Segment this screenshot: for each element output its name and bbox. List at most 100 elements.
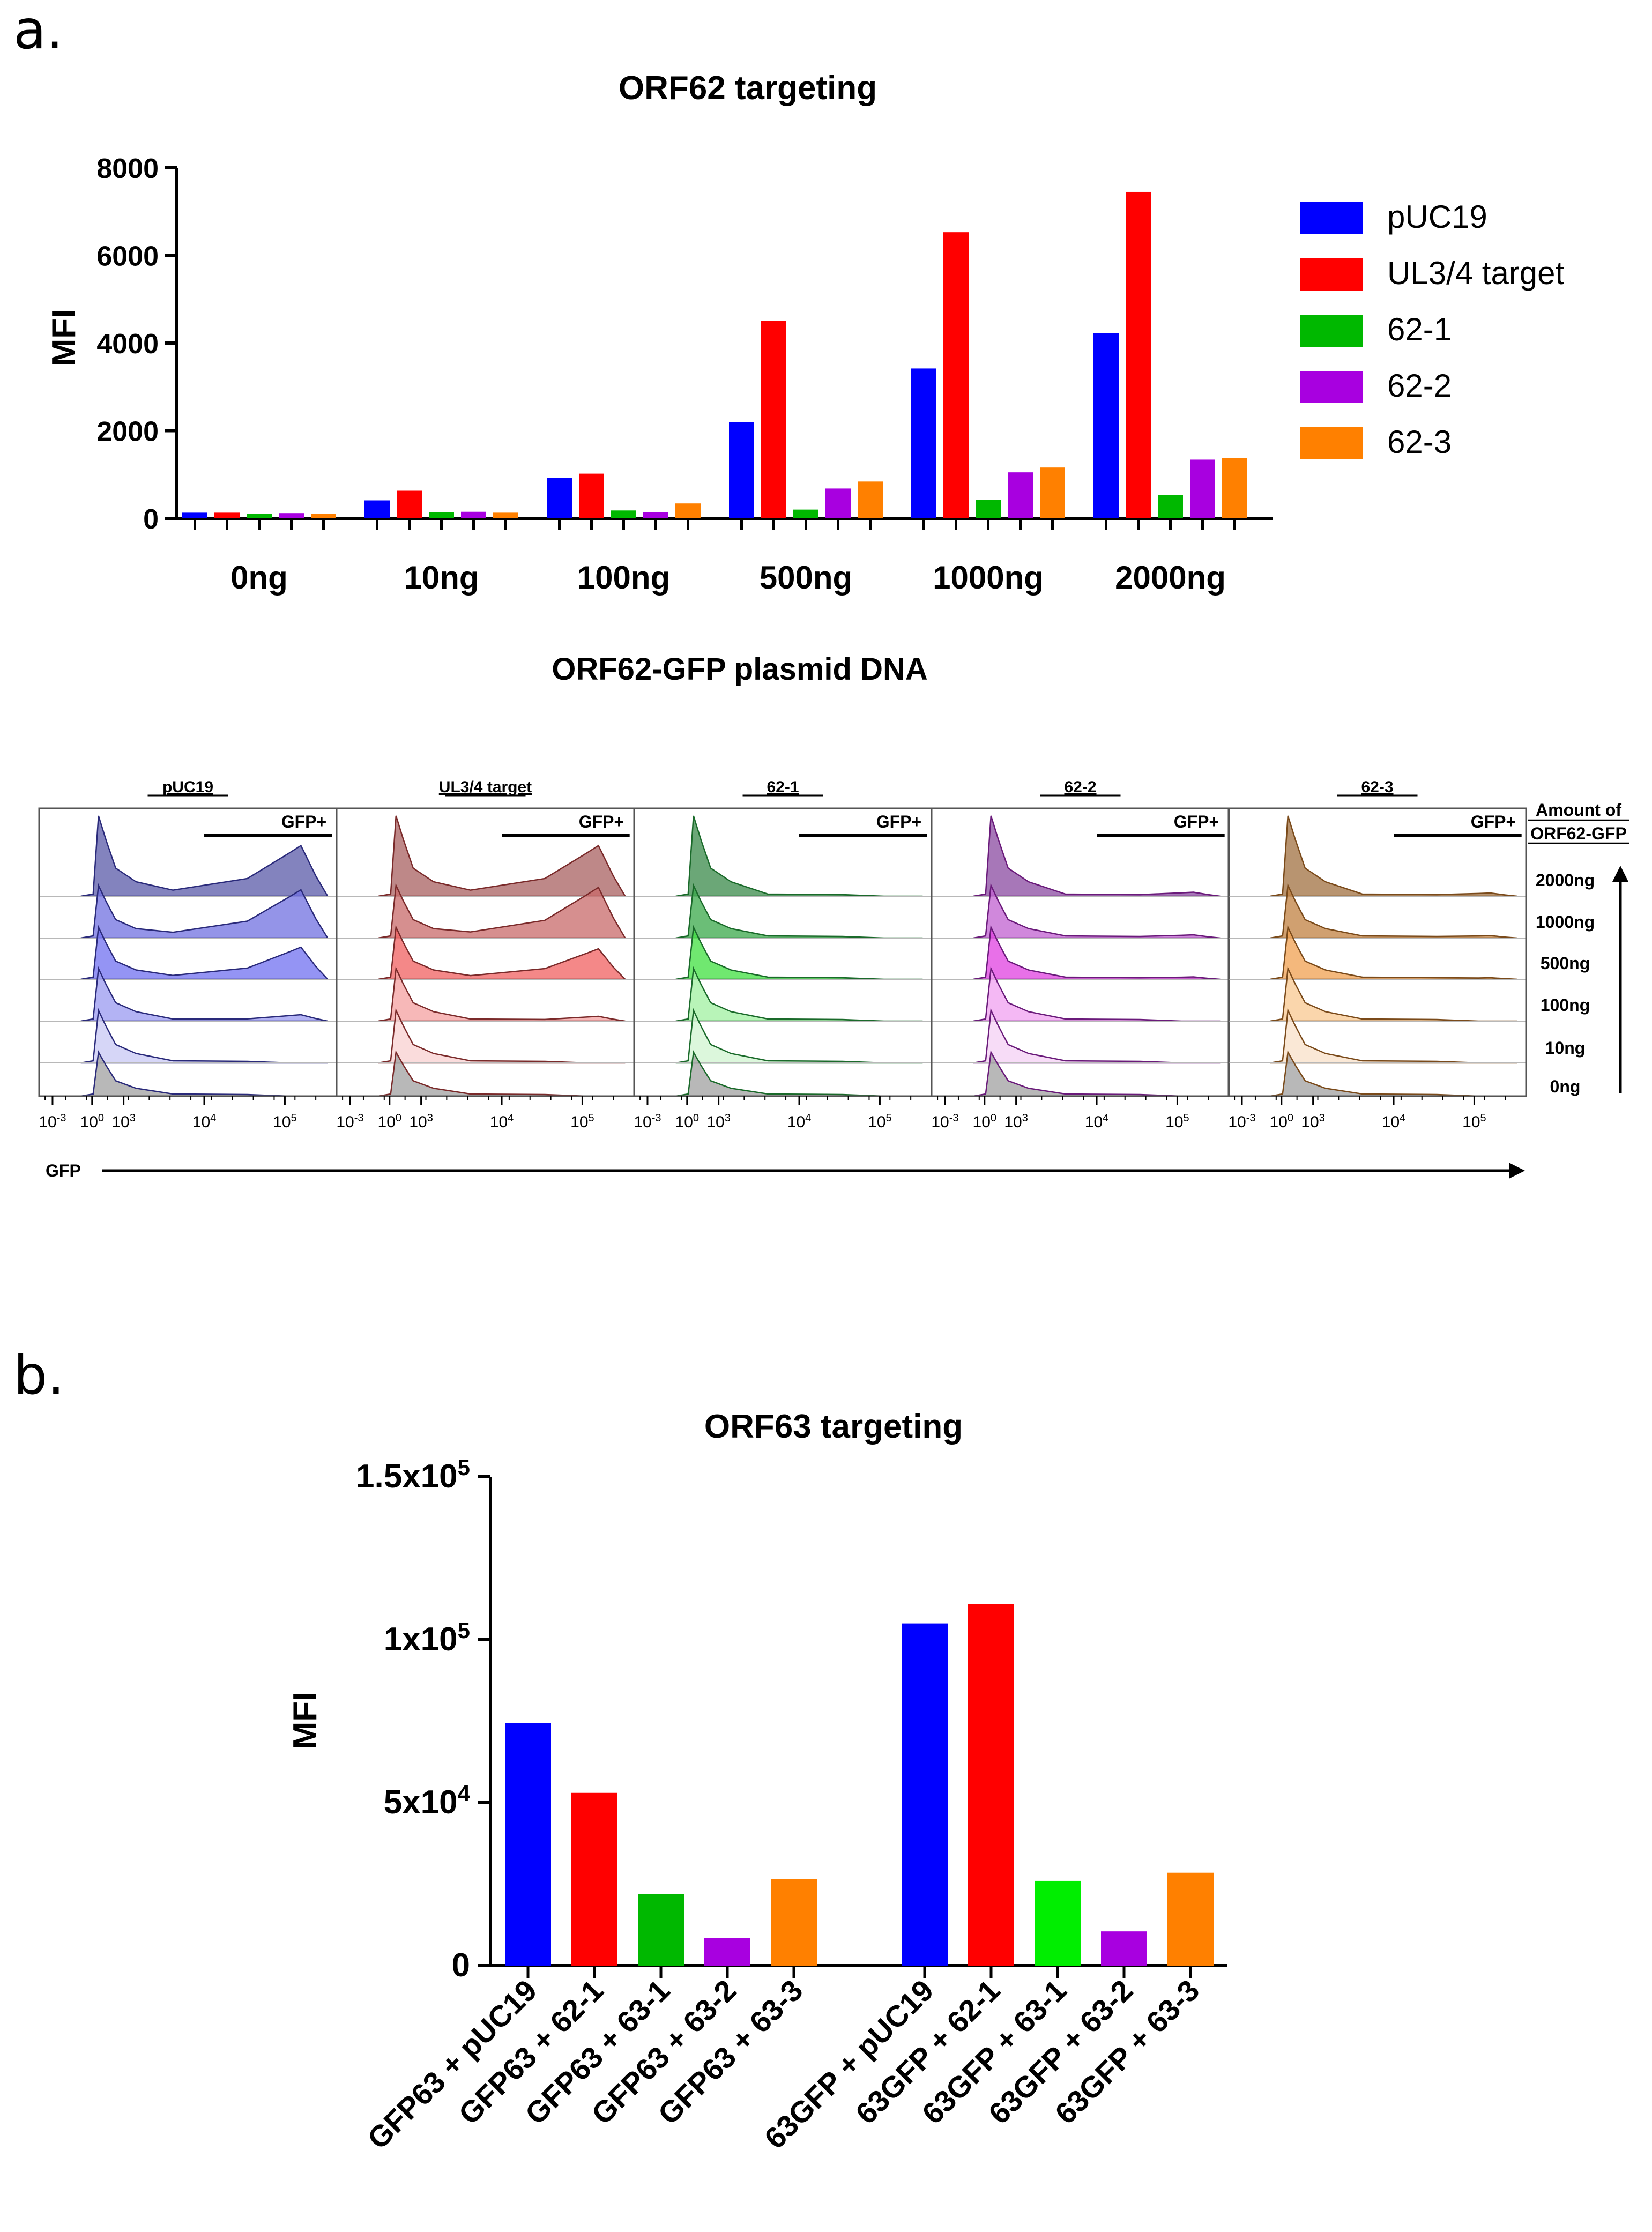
bar-622-0ng xyxy=(279,513,304,518)
histogram-trace-2000ng xyxy=(1270,815,1517,897)
bar-63GFP---pUC19 xyxy=(902,1623,948,1966)
bar-pUC19-1000ng xyxy=(911,368,936,518)
histogram-x-tick-label: 10-3 xyxy=(39,1112,66,1131)
bar-UL34target-100ng xyxy=(579,473,604,518)
histogram-x-tick-label: 10-3 xyxy=(336,1112,363,1131)
legend-entry: 62-2 xyxy=(1387,368,1452,404)
orf62-ylabel: MFI xyxy=(46,309,83,367)
legend-swatch xyxy=(1300,258,1363,291)
legend-entry: 62-3 xyxy=(1387,424,1452,460)
bar-622-10ng xyxy=(461,511,486,518)
y-tick-label: 4000 xyxy=(96,329,159,360)
histogram-x-tick-label: 10-3 xyxy=(1228,1112,1255,1131)
bar-621-500ng xyxy=(793,509,818,518)
bar-UL34target-1000ng xyxy=(943,232,969,518)
x-tick-label-10ng: 10ng xyxy=(404,560,479,596)
histogram-x-tick-label: 100 xyxy=(1270,1112,1294,1131)
legend-swatch xyxy=(1300,371,1363,403)
bar-621-10ng xyxy=(429,512,454,518)
histogram-trace-2000ng xyxy=(973,815,1221,897)
histogram-trace-1000ng xyxy=(80,883,329,939)
y-tick-label: 2000 xyxy=(96,416,159,448)
histogram-x-tick-label: 104 xyxy=(787,1112,812,1131)
bar-622-100ng xyxy=(643,512,668,518)
histogram-x-tick-label: 10-3 xyxy=(931,1112,958,1131)
histogram-trace-500ng xyxy=(378,925,627,980)
x-tick-label-1000ng: 1000ng xyxy=(933,560,1044,596)
bar-621-1000ng xyxy=(976,500,1001,518)
histogram-trace-2000ng xyxy=(80,815,329,897)
histogram-x-tick-label: 104 xyxy=(1382,1112,1406,1131)
y-tick-label: 5x104 xyxy=(384,1781,471,1821)
bar-623-1000ng xyxy=(1040,467,1065,518)
histogram-x-tick-label: 100 xyxy=(80,1112,105,1131)
histogram-x-tick-label: 105 xyxy=(868,1112,892,1131)
bar-pUC19-0ng xyxy=(182,512,207,518)
histogram-frame xyxy=(633,807,933,1097)
bar-UL34target-2000ng xyxy=(1126,191,1151,518)
panel-label-b: b. xyxy=(13,1344,64,1407)
legend-swatch xyxy=(1300,202,1363,234)
gate-label: GFP+ xyxy=(1174,812,1219,831)
gfp-axis-label: GFP xyxy=(46,1161,81,1180)
histogram-panel-title: pUC19 xyxy=(162,778,213,796)
bar-63GFP---62-1 xyxy=(968,1604,1014,1966)
histogram-trace-1000ng xyxy=(1270,883,1517,939)
histogram-x-tick-label: 103 xyxy=(706,1112,731,1131)
histogram-trace-100ng xyxy=(80,966,328,1022)
bar-63GFP---63-1 xyxy=(1035,1880,1081,1966)
orf63-ylabel: MFI xyxy=(287,1692,324,1750)
bar-622-1000ng xyxy=(1008,472,1033,518)
orf62-legend: pUC19 UL3/4 target 62-1 62-2 62-3 xyxy=(1300,199,1565,460)
bar-623-500ng xyxy=(858,481,883,518)
x-tick-label-0ng: 0ng xyxy=(230,560,288,596)
row-label-0ng: 0ng xyxy=(1550,1077,1581,1096)
amount-title-line2: ORF62-GFP xyxy=(1530,824,1627,843)
legend-entry: UL3/4 target xyxy=(1387,255,1565,291)
histogram-trace-2000ng xyxy=(378,815,627,897)
histogram-x-tick-label: 10-3 xyxy=(634,1112,661,1131)
histogram-panel-UL34target: UL3/4 target GFP+ 10-3 100 103 104 105 xyxy=(336,778,635,1131)
histogram-x-tick-label: 100 xyxy=(378,1112,402,1131)
histogram-frame xyxy=(1227,807,1527,1097)
y-tick-label: 8000 xyxy=(96,153,159,184)
bar-623-2000ng xyxy=(1222,458,1247,518)
orf62-marks: 0 2000 4000 6000 8000 0ng 10ng 100ng 500ng 1000ng… xyxy=(96,153,1273,596)
histogram-panel-title: 62-1 xyxy=(767,778,799,796)
legend-swatch xyxy=(1300,427,1363,459)
orf63-bar-chart: ORF63 targeting MFI 05x1041x1051.5x105GF… xyxy=(287,1408,1227,2155)
bar-622-500ng xyxy=(825,488,851,518)
amount-title-line1: Amount of xyxy=(1536,800,1621,820)
bar-623-10ng xyxy=(493,512,518,518)
row-label-10ng: 10ng xyxy=(1545,1038,1586,1058)
bar-621-2000ng xyxy=(1158,495,1183,518)
histogram-panel-621: 62-1 GFP+ 10-3 100 103 104 105 xyxy=(633,778,933,1131)
y-tick-label: 6000 xyxy=(96,241,159,272)
orf62-bar-chart: ORF62 targeting MFI ORF62-GFP plasmid DN… xyxy=(46,70,1565,687)
histogram-x-tick-label: 105 xyxy=(570,1112,594,1131)
histogram-x-tick-label: 103 xyxy=(111,1112,136,1131)
bar-63GFP---63-2 xyxy=(1101,1931,1147,1966)
gate-label: GFP+ xyxy=(876,812,921,831)
legend-entry: pUC19 xyxy=(1387,199,1487,235)
legend-entry: 62-1 xyxy=(1387,311,1452,347)
histogram-x-tick-label: 105 xyxy=(1462,1112,1486,1131)
histogram-trace-100ng xyxy=(378,966,626,1022)
y-tick-label: 0 xyxy=(452,1947,470,1984)
legend-swatch xyxy=(1300,315,1363,347)
histogram-trace-1000ng xyxy=(378,883,627,939)
bar-pUC19-2000ng xyxy=(1093,333,1119,518)
row-label-1000ng: 1000ng xyxy=(1536,912,1595,932)
bar-622-2000ng xyxy=(1190,459,1215,518)
bar-UL34target-10ng xyxy=(397,490,422,518)
bar-pUC19-100ng xyxy=(547,478,572,518)
gate-label: GFP+ xyxy=(1471,812,1516,831)
orf63-title: ORF63 targeting xyxy=(704,1408,963,1445)
bar-UL34target-0ng xyxy=(214,512,240,518)
bar-pUC19-500ng xyxy=(729,422,754,518)
histogram-x-tick-label: 104 xyxy=(1085,1112,1108,1131)
x-tick-label-100ng: 100ng xyxy=(577,560,670,596)
gfp-arrow-head xyxy=(1509,1163,1525,1179)
